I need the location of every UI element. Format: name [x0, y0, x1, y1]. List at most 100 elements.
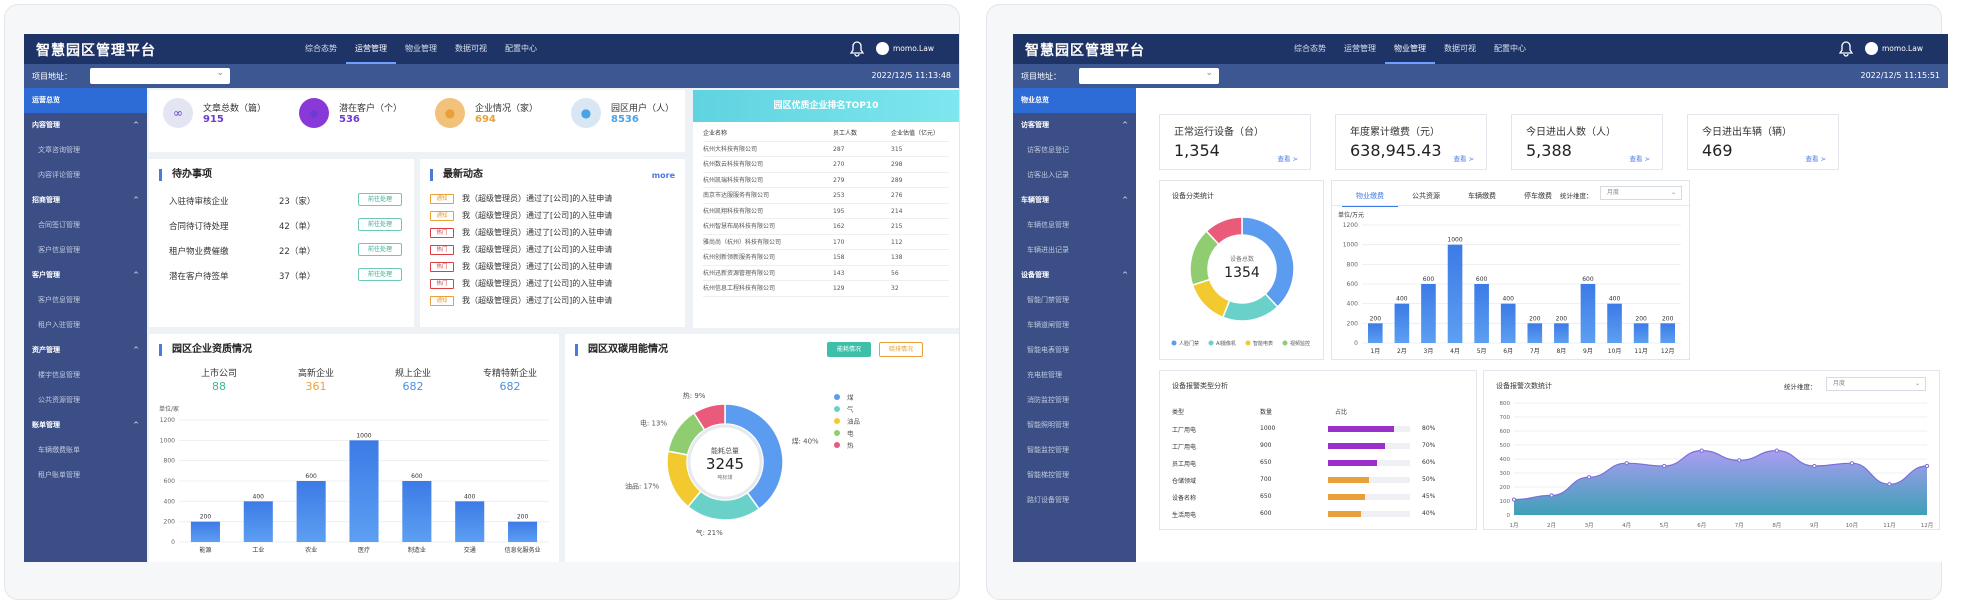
sidebar-item[interactable]: 车辆进出记录 [1027, 246, 1069, 254]
sidebar-item[interactable]: 车辆道闸管理 [1027, 321, 1069, 329]
table-row[interactable]: 雅尚尚（杭州）科技有限公司 170 112 [703, 235, 949, 250]
bar[interactable] [1580, 284, 1596, 343]
table-row[interactable]: 杭州迅新资源管理有限公司 143 56 [703, 266, 949, 281]
news-row[interactable]: 热门 我（超级管理员）通过了[公司]的入驻申请 [430, 278, 612, 289]
carbon-button[interactable]: 碳排情况 [879, 342, 923, 357]
bar[interactable] [1660, 323, 1676, 343]
sidebar-item[interactable]: 智能照明管理 [1027, 421, 1069, 429]
nav-item[interactable]: 数据可视 [1444, 44, 1476, 53]
kpi-link[interactable]: 查看 > [1805, 155, 1826, 163]
news-row[interactable]: 热门 我（超级管理员）通过了[公司]的入驻申请 [430, 261, 612, 272]
bar[interactable] [1554, 323, 1569, 343]
sidebar-item[interactable]: 文章咨询管理 [38, 146, 80, 154]
bar[interactable] [296, 481, 326, 542]
bar[interactable] [1474, 284, 1489, 343]
bar[interactable] [402, 481, 432, 542]
sidebar-item[interactable]: 内容管理 [24, 113, 147, 138]
nav-item[interactable]: 物业管理 [405, 44, 437, 53]
todo-action-button[interactable]: 前往处理 [358, 218, 402, 231]
sidebar-item[interactable]: 智能门禁管理 [1027, 296, 1069, 304]
news-row[interactable]: 热门 我（超级管理员）通过了[公司]的入驻申请 [430, 244, 612, 255]
donut-slice[interactable] [692, 403, 726, 431]
fee-tab[interactable]: 物业缴费 [1342, 187, 1398, 207]
sidebar-item[interactable]: 车辆信息管理 [1027, 221, 1069, 229]
news-row[interactable]: 通知 我（超级管理员）通过了[公司]的入驻申请 [430, 295, 612, 306]
news-row[interactable]: 通知 我（超级管理员）通过了[公司]的入驻申请 [430, 210, 612, 221]
data-point[interactable] [1924, 463, 1930, 469]
fee-tab[interactable]: 公共资源 [1412, 192, 1440, 200]
data-point[interactable] [1774, 448, 1779, 453]
news-row[interactable]: 通知 我（超级管理员）通过了[公司]的入驻申请 [430, 193, 612, 204]
sidebar-item[interactable]: 客户管理 [24, 263, 147, 288]
sidebar-item[interactable]: 租户入驻管理 [38, 321, 80, 329]
donut-slice[interactable] [1205, 216, 1243, 246]
table-row[interactable]: 杭州信息工程科技有限公司 129 32 [703, 281, 949, 297]
sidebar-item[interactable]: 访客信息登记 [1027, 146, 1069, 154]
nav-item[interactable]: 综合态势 [305, 44, 337, 53]
bar[interactable] [1447, 244, 1463, 343]
sidebar-item[interactable]: 合同签订管理 [38, 221, 80, 229]
nav-item[interactable]: 运营管理 [1344, 44, 1376, 53]
bar[interactable] [1500, 303, 1516, 343]
sidebar-item[interactable]: 智能监控管理 [1027, 446, 1069, 454]
data-point[interactable] [1812, 463, 1817, 469]
bar[interactable] [1367, 323, 1383, 343]
nav-item[interactable]: 数据可视 [455, 44, 487, 53]
data-point[interactable] [1887, 482, 1892, 487]
project-select[interactable] [90, 68, 230, 84]
bar[interactable] [508, 521, 538, 542]
sidebar-item[interactable]: 客户信息管理 [38, 296, 80, 304]
bar[interactable] [349, 440, 379, 542]
stat-select[interactable]: 月度 ⌄ [1600, 186, 1682, 200]
data-point[interactable] [1586, 475, 1592, 480]
table-row[interactable]: 杭州数云科技有限公司 270 298 [703, 157, 949, 173]
sidebar-item[interactable]: 内容评论管理 [38, 171, 80, 179]
bar[interactable] [1633, 323, 1649, 343]
todo-action-button[interactable]: 前往处理 [358, 243, 402, 256]
data-point[interactable] [1849, 461, 1855, 466]
sidebar-item[interactable]: 账单管理 [24, 413, 147, 438]
sidebar-item[interactable]: 访客出入记录 [1027, 171, 1069, 179]
fee-tab[interactable]: 车辆缴费 [1468, 192, 1496, 200]
bar[interactable] [455, 501, 485, 542]
data-point[interactable] [1624, 461, 1629, 466]
sidebar-item[interactable]: 物业总览 [1013, 88, 1136, 113]
more-link[interactable]: more [651, 171, 675, 180]
todo-action-button[interactable]: 前往处理 [358, 268, 402, 281]
table-row[interactable]: 杭州智慧布局科技有限公司 162 215 [703, 219, 949, 235]
table-row[interactable]: 杭州创新领新服务有限公司 158 138 [703, 250, 949, 266]
todo-action-button[interactable]: 前往处理 [358, 193, 402, 206]
data-point[interactable] [1511, 497, 1517, 502]
user-menu[interactable]: momo.Law [1865, 42, 1923, 55]
news-row[interactable]: 热门 我（超级管理员）通过了[公司]的入驻申请 [430, 227, 612, 238]
sidebar-item[interactable]: 车辆管理 [1013, 188, 1136, 213]
nav-item[interactable]: 物业管理 [1385, 34, 1435, 64]
table-row[interactable]: 南京市达服服务有限公司 253 276 [703, 188, 949, 204]
bar[interactable] [1607, 303, 1622, 343]
donut-slice[interactable] [1191, 278, 1231, 319]
donut-slice[interactable] [1221, 292, 1279, 322]
sidebar-item[interactable]: 租户账单管理 [38, 471, 80, 479]
sidebar-item[interactable]: 充电桩管理 [1027, 371, 1062, 379]
data-point[interactable] [1699, 448, 1704, 453]
sidebar-item[interactable]: 消防监控管理 [1027, 396, 1069, 404]
nav-item[interactable]: 配置中心 [505, 44, 537, 53]
bar[interactable] [243, 501, 273, 542]
data-point[interactable] [1662, 463, 1667, 469]
sidebar-item[interactable]: 招商管理 [24, 188, 147, 213]
nav-item[interactable]: 运营管理 [346, 34, 396, 64]
sidebar-item[interactable]: 路灯设备管理 [1027, 496, 1069, 504]
sidebar-item[interactable]: 智能梯控管理 [1027, 471, 1069, 479]
bar[interactable] [1421, 284, 1436, 343]
nav-item[interactable]: 综合态势 [1294, 44, 1326, 53]
sidebar-item[interactable]: 设备管理 [1013, 263, 1136, 288]
fee-tab[interactable]: 停车缴费 [1524, 192, 1552, 200]
sidebar-item[interactable]: 智能电表管理 [1027, 346, 1069, 354]
sidebar-item[interactable]: 楼宇信息管理 [38, 371, 80, 379]
table-row[interactable]: 杭州大科技有限公司 287 315 [703, 142, 949, 157]
sidebar-item[interactable]: 车辆缴费账单 [38, 446, 80, 454]
sidebar-item[interactable]: 客户信息管理 [38, 246, 80, 254]
user-menu[interactable]: momo.Law [876, 42, 934, 55]
bell-icon[interactable] [1839, 41, 1853, 57]
data-point[interactable] [1737, 458, 1742, 463]
